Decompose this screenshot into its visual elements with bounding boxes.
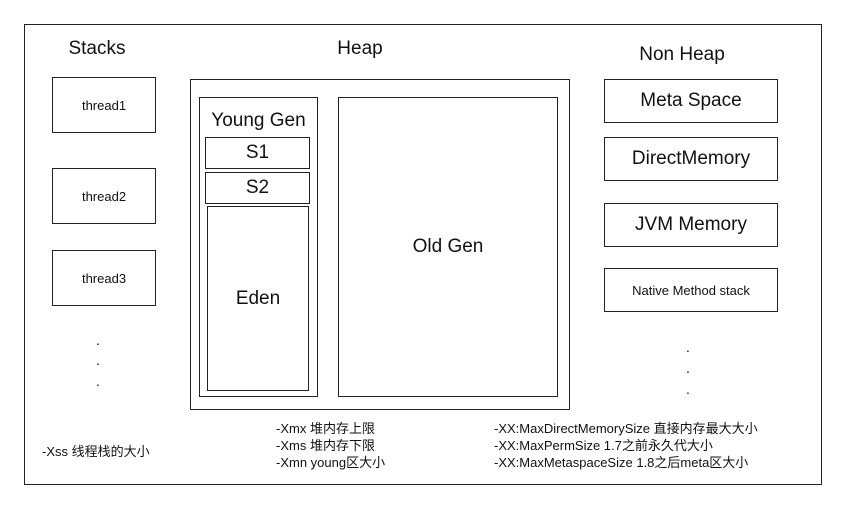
stacks-ellipsis-dot: . [96, 332, 100, 348]
stacks-ellipsis-dot: . [96, 352, 100, 368]
s1-box: S1 [205, 137, 310, 169]
non-heap-note-max-perm-size: -XX:MaxPermSize 1.7之前永久代大小 [494, 438, 713, 453]
direct-memory-box: DirectMemory [604, 137, 778, 181]
stacks-title: Stacks [68, 38, 126, 59]
eden-box: Eden [207, 206, 309, 391]
young-gen-label: Young Gen [211, 110, 306, 131]
heap-note-xms: -Xms 堆内存下限 [276, 438, 375, 453]
jvm-memory-diagram [24, 24, 822, 485]
old-gen-box: Old Gen [338, 97, 558, 397]
heap-note-xmn: -Xmn young区大小 [276, 455, 386, 470]
stacks-note: -Xss 线程栈的大小 [42, 444, 150, 459]
thread2-box: thread2 [52, 168, 156, 224]
heap-note-xmx: -Xmx 堆内存上限 [276, 421, 375, 436]
stacks-ellipsis-dot: . [96, 373, 100, 389]
thread3-box: thread3 [52, 250, 156, 306]
heap-title: Heap [337, 38, 383, 59]
native-method-stack-box: Native Method stack [604, 268, 778, 312]
non-heap-ellipsis-dot: . [686, 339, 690, 355]
thread1-box: thread1 [52, 77, 156, 133]
s2-box: S2 [205, 172, 310, 204]
meta-space-box: Meta Space [604, 79, 778, 123]
non-heap-note-max-direct-memory: -XX:MaxDirectMemorySize 直接内存最大大小 [494, 421, 758, 436]
non-heap-note-max-metaspace-size: -XX:MaxMetaspaceSize 1.8之后meta区大小 [494, 455, 749, 470]
non-heap-title: Non Heap [639, 44, 725, 65]
jvm-memory-box: JVM Memory [604, 203, 778, 247]
non-heap-ellipsis-dot: . [686, 360, 690, 376]
non-heap-ellipsis-dot: . [686, 381, 690, 397]
